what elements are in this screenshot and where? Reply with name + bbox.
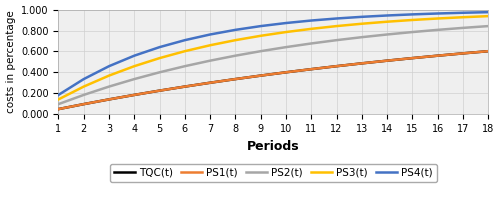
PS2(t) [308, 42, 314, 45]
PS1(t) [486, 50, 492, 52]
TQC(t) [434, 54, 440, 57]
PS2(t) [106, 85, 112, 88]
Y-axis label: costs in percentage: costs in percentage [6, 11, 16, 113]
TQC(t) [359, 62, 365, 65]
TQC(t) [486, 50, 492, 52]
PS2(t) [334, 39, 340, 41]
TQC(t) [460, 52, 466, 55]
TQC(t) [232, 78, 238, 80]
TQC(t) [156, 89, 162, 92]
PS4(t) [207, 33, 213, 36]
PS1(t) [410, 57, 416, 59]
PS3(t) [308, 28, 314, 30]
PS4(t) [80, 78, 86, 80]
PS3(t) [182, 50, 188, 52]
TQC(t) [80, 103, 86, 105]
PS2(t) [434, 29, 440, 31]
PS2(t) [258, 50, 264, 52]
PS1(t) [334, 65, 340, 67]
TQC(t) [106, 98, 112, 101]
PS3(t) [460, 16, 466, 18]
PS4(t) [156, 46, 162, 48]
PS1(t) [56, 108, 62, 110]
Line: PS4(t): PS4(t) [58, 12, 488, 95]
PS3(t) [156, 57, 162, 59]
PS1(t) [132, 94, 138, 96]
PS3(t) [334, 25, 340, 27]
PS4(t) [56, 94, 62, 96]
PS3(t) [434, 17, 440, 20]
PS2(t) [182, 65, 188, 67]
PS3(t) [132, 65, 138, 67]
PS3(t) [56, 98, 62, 101]
PS1(t) [308, 68, 314, 70]
PS2(t) [80, 94, 86, 96]
PS4(t) [182, 39, 188, 41]
X-axis label: Periods: Periods [247, 140, 300, 153]
PS1(t) [283, 71, 289, 74]
PS4(t) [434, 12, 440, 15]
PS2(t) [359, 36, 365, 38]
TQC(t) [308, 68, 314, 70]
TQC(t) [384, 59, 390, 62]
TQC(t) [283, 71, 289, 74]
TQC(t) [207, 81, 213, 84]
PS2(t) [283, 46, 289, 48]
PS4(t) [410, 13, 416, 16]
PS3(t) [283, 31, 289, 33]
PS3(t) [207, 44, 213, 46]
PS1(t) [384, 59, 390, 62]
TQC(t) [334, 65, 340, 67]
PS1(t) [434, 54, 440, 57]
Line: TQC(t): TQC(t) [58, 51, 488, 109]
PS4(t) [232, 29, 238, 31]
Legend: TQC(t), PS1(t), PS2(t), PS3(t), PS4(t): TQC(t), PS1(t), PS2(t), PS3(t), PS4(t) [110, 164, 437, 182]
TQC(t) [132, 94, 138, 96]
PS1(t) [207, 81, 213, 84]
PS1(t) [359, 62, 365, 65]
PS3(t) [359, 22, 365, 25]
TQC(t) [182, 85, 188, 88]
PS4(t) [334, 17, 340, 20]
PS4(t) [283, 22, 289, 24]
TQC(t) [258, 74, 264, 77]
TQC(t) [56, 108, 62, 110]
PS1(t) [460, 52, 466, 55]
PS1(t) [106, 98, 112, 101]
PS1(t) [232, 78, 238, 80]
PS1(t) [258, 74, 264, 77]
PS2(t) [56, 103, 62, 105]
PS3(t) [106, 74, 112, 77]
PS4(t) [384, 14, 390, 17]
PS1(t) [182, 85, 188, 88]
PS1(t) [80, 103, 86, 105]
Line: PS1(t): PS1(t) [58, 51, 488, 109]
PS2(t) [207, 59, 213, 62]
PS3(t) [410, 19, 416, 21]
PS4(t) [460, 11, 466, 14]
PS3(t) [258, 35, 264, 37]
PS3(t) [384, 20, 390, 23]
PS2(t) [132, 78, 138, 80]
PS4(t) [258, 25, 264, 27]
PS1(t) [156, 89, 162, 92]
PS2(t) [232, 54, 238, 57]
PS2(t) [486, 25, 492, 27]
PS4(t) [106, 65, 112, 67]
Line: PS3(t): PS3(t) [58, 16, 488, 99]
TQC(t) [410, 57, 416, 59]
Line: PS2(t): PS2(t) [58, 26, 488, 104]
PS2(t) [156, 71, 162, 74]
PS3(t) [486, 15, 492, 17]
PS4(t) [359, 15, 365, 18]
PS2(t) [410, 31, 416, 33]
PS2(t) [384, 33, 390, 36]
PS3(t) [232, 39, 238, 41]
PS2(t) [460, 26, 466, 29]
PS4(t) [308, 19, 314, 22]
PS4(t) [486, 11, 492, 13]
PS4(t) [132, 54, 138, 57]
PS3(t) [80, 85, 86, 88]
